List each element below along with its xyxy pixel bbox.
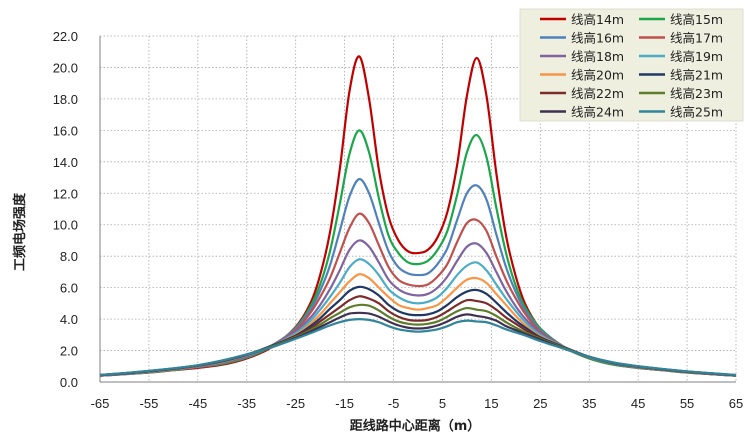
legend-label: 线高17m — [670, 31, 723, 46]
y-tick-label: 16.0 — [53, 123, 78, 138]
y-tick-label: 6.0 — [60, 281, 78, 296]
y-tick-label: 12.0 — [53, 186, 78, 201]
y-tick-label: 20.0 — [53, 60, 78, 75]
y-tick-label: 8.0 — [60, 249, 78, 264]
y-tick-label: 2.0 — [60, 344, 78, 359]
x-tick-label: 5 — [439, 396, 446, 411]
legend-label: 线高25m — [670, 105, 723, 120]
x-tick-label: 55 — [680, 396, 694, 411]
series-line — [99, 317, 737, 377]
legend-label: 线高22m — [571, 86, 624, 101]
x-axis-title: 距线路中心距离（m） — [350, 418, 481, 434]
y-tick-labels: 0.0 2.0 4.0 6.0 8.0 10.0 12.0 14.0 16.0 18.0 20.0 2… — [53, 29, 78, 390]
x-tick-label: 65 — [729, 396, 743, 411]
y-tick-label: 10.0 — [53, 218, 78, 233]
x-tick-label: 35 — [582, 396, 596, 411]
x-tick-label: -15 — [335, 396, 354, 411]
x-tick-label: -65 — [91, 396, 110, 411]
legend-box — [519, 8, 744, 122]
legend-label: 线高16m — [571, 31, 624, 46]
legend-label: 线高20m — [571, 68, 624, 83]
y-tick-label: 18.0 — [53, 92, 78, 107]
y-tick-label: 14.0 — [53, 155, 78, 170]
axes — [99, 36, 736, 383]
legend-label: 线高18m — [571, 49, 624, 64]
x-tick-label: 45 — [631, 396, 645, 411]
series-lines — [99, 55, 737, 377]
y-axis-title: 工频电场强度 — [12, 192, 28, 271]
x-tick-label: -55 — [140, 396, 159, 411]
x-tick-labels: -65 -55 -45 -35 -25 -15 -5 5 15 25 35 45 55 65 — [91, 396, 744, 411]
x-tick-label: -25 — [286, 396, 305, 411]
x-tick-label: -5 — [388, 396, 400, 411]
legend: 线高14m 线高15m 线高16m 线高17m 线高18m 线高19m 线高20m 线高21m… — [519, 8, 744, 122]
y-tick-label: 22.0 — [53, 29, 78, 44]
y-tick-label: 4.0 — [60, 312, 78, 327]
legend-label: 线高14m — [571, 12, 624, 27]
x-tick-label: 25 — [533, 396, 547, 411]
legend-label: 线高19m — [670, 49, 723, 64]
legend-label: 线高15m — [670, 12, 723, 27]
legend-label: 线高23m — [670, 86, 723, 101]
legend-label: 线高24m — [571, 105, 624, 120]
x-tick-label: -45 — [188, 396, 207, 411]
legend-label: 线高21m — [670, 68, 723, 83]
x-tick-label: -35 — [237, 396, 256, 411]
x-tick-label: 15 — [484, 396, 498, 411]
y-tick-label: 0.0 — [60, 375, 78, 390]
